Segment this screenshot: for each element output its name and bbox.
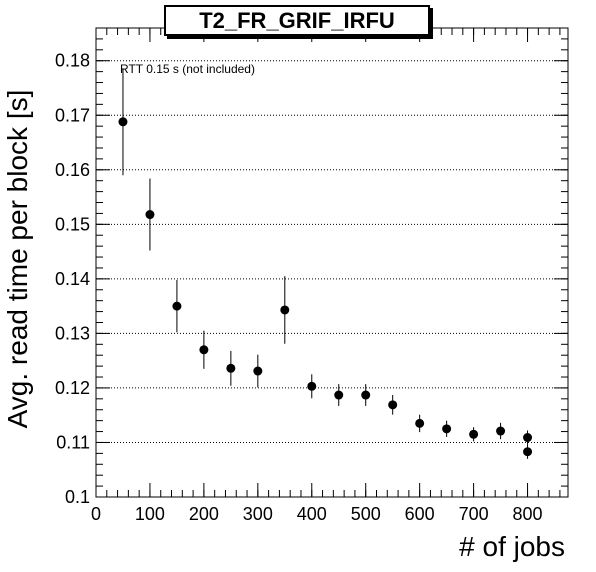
data-point [388, 400, 398, 410]
y-tick-label: 0.13 [55, 323, 90, 343]
y-tick-label: 0.17 [55, 105, 90, 125]
data-point [523, 447, 533, 457]
data-point [469, 429, 479, 439]
x-tick-label: 700 [459, 504, 489, 524]
data-point [226, 363, 236, 373]
y-tick-label: 0.12 [55, 378, 90, 398]
x-axis-label: # of jobs [459, 531, 565, 562]
chart-title: T2_FR_GRIF_IRFU [164, 5, 430, 36]
data-point [496, 426, 506, 436]
y-tick-label: 0.11 [56, 432, 90, 452]
y-tick-labels: 0.1 0.11 0.12 0.13 0.14 0.15 0.16 0.17 0.18 [55, 51, 90, 507]
data-point [442, 424, 452, 434]
y-axis-label: Avg. read time per block [s] [2, 90, 33, 429]
data-point [334, 390, 344, 400]
data-point [145, 210, 155, 220]
y-tick-label: 0.15 [55, 214, 90, 234]
grid-lines [96, 60, 568, 443]
data-points [118, 68, 533, 459]
x-tick-label: 0 [91, 504, 101, 524]
data-point [415, 418, 425, 428]
x-tick-label: 400 [297, 504, 327, 524]
data-point [253, 366, 263, 376]
x-tick-label: 800 [513, 504, 543, 524]
data-point [199, 345, 209, 355]
x-tick-label: 300 [243, 504, 273, 524]
axis-ticks [95, 27, 568, 498]
data-point [172, 301, 182, 311]
y-tick-label: 0.14 [55, 269, 90, 289]
data-point [307, 381, 317, 391]
y-tick-label: 0.16 [55, 160, 90, 180]
data-point [118, 117, 128, 127]
data-point [280, 305, 290, 315]
rtt-annotation: RTT 0.15 s (not included) [120, 62, 255, 76]
x-tick-labels: 0 100 200 300 400 500 600 700 800 [91, 504, 543, 524]
plot-frame [95, 27, 569, 498]
x-tick-label: 200 [189, 504, 219, 524]
data-point [523, 433, 533, 443]
x-tick-label: 500 [351, 504, 381, 524]
x-tick-label: 600 [405, 504, 435, 524]
y-tick-label: 0.18 [55, 51, 90, 71]
y-tick-label: 0.1 [65, 487, 90, 507]
data-point [361, 390, 371, 400]
x-tick-label: 100 [135, 504, 165, 524]
